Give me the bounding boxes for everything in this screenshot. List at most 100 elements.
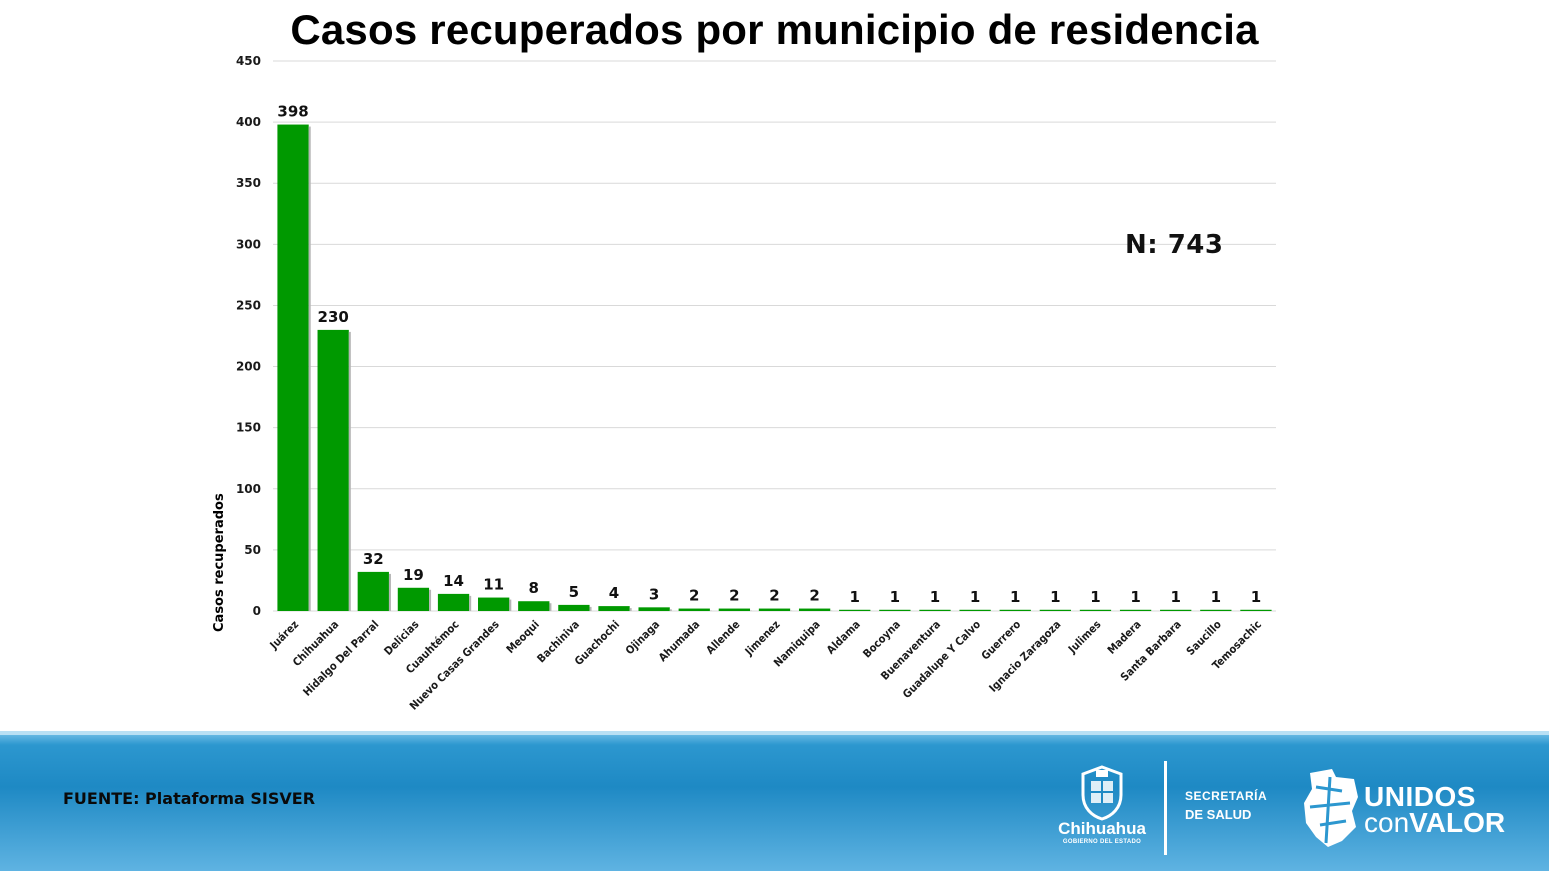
bar bbox=[558, 604, 590, 611]
logo-name: Chihuahua bbox=[1058, 819, 1146, 838]
shield-icon bbox=[1081, 765, 1123, 821]
x-tick-label: Guadalupe Y Calvo bbox=[900, 618, 983, 701]
data-label: 11 bbox=[483, 576, 504, 594]
chihuahua-logo: Chihuahua GOBIERNO DEL ESTADO bbox=[1052, 765, 1152, 845]
data-label: 1 bbox=[1090, 588, 1100, 606]
bar-shadow bbox=[388, 573, 391, 611]
data-label: 1 bbox=[1170, 588, 1180, 606]
logo-subtitle: GOBIERNO DEL ESTADO bbox=[1062, 839, 1142, 845]
logo-divider bbox=[1164, 761, 1167, 855]
footer-bar: FUENTE: Plataforma SISVER Chihuahua GOBI… bbox=[0, 731, 1549, 871]
data-label: 1 bbox=[890, 588, 900, 606]
y-tick-label: 400 bbox=[236, 115, 261, 129]
x-tick-label: Ojinaga bbox=[623, 618, 662, 657]
source-note: FUENTE: Plataforma SISVER bbox=[63, 789, 316, 808]
data-label: 398 bbox=[277, 103, 308, 121]
bar bbox=[1039, 609, 1071, 611]
data-label: 14 bbox=[443, 572, 464, 590]
x-tick-label: Madera bbox=[1105, 618, 1144, 657]
y-tick-label: 100 bbox=[236, 482, 261, 496]
data-label: 2 bbox=[689, 587, 699, 605]
y-axis-label: Casos recuperados bbox=[212, 493, 227, 632]
bar bbox=[1240, 609, 1272, 611]
bar bbox=[1160, 609, 1192, 611]
y-tick-label: 250 bbox=[236, 298, 261, 312]
x-tick-label: Jimenez bbox=[742, 618, 783, 659]
bar bbox=[758, 608, 791, 611]
bar-shadow bbox=[469, 595, 472, 611]
data-label: 1 bbox=[1211, 588, 1221, 606]
bar bbox=[518, 601, 550, 611]
data-label: 1 bbox=[970, 588, 980, 606]
secretaria-line1: SECRETARÍA bbox=[1185, 789, 1268, 803]
total-annotation: N: 743 bbox=[1125, 230, 1224, 260]
data-label: 19 bbox=[403, 566, 424, 584]
state-map-icon bbox=[1304, 769, 1358, 847]
secretaria-line2: DE SALUD bbox=[1185, 807, 1252, 822]
y-axis-ticks: 0 50 100 150 200 250 300 350 400 450 bbox=[236, 54, 261, 618]
data-label: 1 bbox=[1010, 588, 1020, 606]
bar bbox=[1119, 609, 1152, 611]
bar bbox=[798, 608, 831, 611]
x-tick-label: Ignacio Zaragoza bbox=[987, 618, 1064, 695]
bar-shadow bbox=[429, 589, 432, 611]
y-tick-label: 150 bbox=[236, 421, 261, 435]
bar-shadow bbox=[348, 331, 351, 611]
y-tick-label: 450 bbox=[236, 54, 261, 68]
data-label: 32 bbox=[363, 550, 384, 568]
bar bbox=[999, 609, 1031, 611]
bar bbox=[277, 124, 309, 612]
bar-shadow bbox=[549, 603, 552, 611]
x-tick-label: Hidalgo Del Parral bbox=[301, 618, 382, 699]
data-label: 1 bbox=[930, 588, 940, 606]
data-label: 2 bbox=[769, 587, 779, 605]
unidos-con-valor-logo: UNIDOS conVALOR bbox=[1302, 767, 1532, 851]
y-tick-label: 350 bbox=[236, 176, 261, 190]
data-label: 5 bbox=[569, 583, 579, 601]
data-label: 8 bbox=[529, 579, 539, 597]
chart-title: Casos recuperados por municipio de resid… bbox=[290, 6, 1259, 53]
data-label: 2 bbox=[729, 587, 739, 605]
footer-highlight bbox=[0, 731, 1549, 735]
bar bbox=[959, 609, 991, 611]
bar bbox=[638, 607, 670, 611]
bar bbox=[1200, 609, 1232, 611]
y-tick-label: 300 bbox=[236, 237, 261, 251]
data-label: 3 bbox=[649, 585, 659, 603]
secretaria-de-salud: SECRETARÍA DE SALUD bbox=[1185, 789, 1267, 822]
data-label: 4 bbox=[609, 584, 619, 602]
x-tick-label: Julimes bbox=[1065, 618, 1104, 657]
x-tick-label: Aldama bbox=[824, 618, 863, 657]
bar bbox=[437, 593, 470, 611]
y-tick-label: 200 bbox=[236, 360, 261, 374]
bar bbox=[678, 608, 710, 611]
data-label: 2 bbox=[809, 587, 819, 605]
x-tick-label: Allende bbox=[704, 618, 743, 657]
bar-shadow bbox=[669, 609, 672, 611]
valor-text: VALOR bbox=[1409, 807, 1506, 838]
bar-shadow bbox=[308, 126, 311, 612]
data-label: 1 bbox=[1050, 588, 1060, 606]
bar-shadow bbox=[629, 608, 632, 611]
bars bbox=[277, 124, 1272, 612]
bar-shadow bbox=[509, 599, 512, 611]
y-tick-label: 0 bbox=[253, 604, 261, 618]
x-tick-label: Ahumada bbox=[656, 618, 702, 664]
data-label: 1 bbox=[850, 588, 860, 606]
bar-shadow bbox=[589, 606, 592, 611]
data-label: 1 bbox=[1130, 588, 1140, 606]
data-label: 1 bbox=[1251, 588, 1261, 606]
x-tick-label: Meoqui bbox=[504, 618, 542, 656]
x-tick-label: Delicias bbox=[382, 618, 422, 658]
con-text: con bbox=[1364, 807, 1410, 838]
y-tick-label: 50 bbox=[244, 543, 261, 557]
bar bbox=[478, 597, 510, 611]
bar bbox=[718, 608, 751, 611]
bar bbox=[397, 587, 430, 611]
con-valor-text: conVALOR bbox=[1364, 807, 1505, 839]
unidos-text: UNIDOS bbox=[1364, 781, 1476, 812]
gridlines bbox=[273, 60, 1276, 612]
